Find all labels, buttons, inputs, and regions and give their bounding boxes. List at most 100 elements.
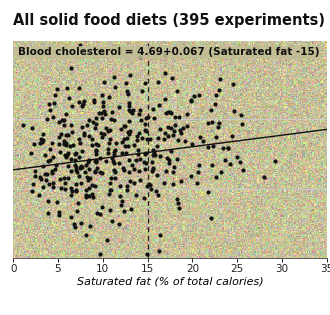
Point: [210, 144, 215, 149]
Point: [79, 180, 84, 185]
Point: [97, 155, 102, 160]
Point: [148, 187, 153, 192]
Point: [99, 115, 105, 120]
Point: [93, 122, 98, 127]
Point: [152, 151, 157, 156]
Point: [228, 162, 233, 167]
Point: [80, 103, 85, 108]
Point: [106, 151, 111, 156]
Point: [97, 212, 103, 217]
Point: [143, 152, 148, 157]
Point: [80, 164, 85, 169]
Point: [29, 125, 35, 130]
Point: [43, 171, 48, 176]
Point: [181, 125, 186, 130]
Point: [46, 159, 51, 164]
Point: [104, 238, 110, 243]
Text: Blood cholesterol = 4.69+0.067 (Saturated fat -15): Blood cholesterol = 4.69+0.067 (Saturate…: [18, 48, 319, 57]
Point: [170, 170, 176, 175]
Point: [106, 141, 111, 146]
Point: [166, 133, 171, 138]
Point: [80, 148, 85, 153]
Point: [171, 129, 176, 134]
Point: [171, 165, 177, 170]
Point: [176, 138, 181, 143]
Point: [155, 80, 160, 85]
Point: [89, 191, 94, 196]
Point: [150, 165, 155, 170]
Point: [138, 156, 143, 161]
Point: [89, 142, 95, 147]
Point: [56, 209, 61, 214]
Point: [128, 72, 133, 77]
Point: [133, 193, 139, 198]
Point: [112, 169, 117, 175]
Point: [230, 81, 235, 86]
Point: [63, 112, 69, 117]
Point: [209, 119, 214, 124]
Point: [29, 189, 34, 194]
Point: [138, 107, 143, 112]
Point: [107, 137, 112, 142]
Point: [196, 163, 201, 168]
Point: [50, 115, 55, 120]
Point: [126, 108, 131, 113]
Point: [261, 175, 266, 180]
Point: [92, 168, 97, 173]
Point: [189, 98, 194, 103]
Point: [184, 124, 189, 129]
Point: [121, 168, 127, 173]
Point: [137, 168, 142, 173]
Point: [63, 186, 68, 191]
Point: [75, 170, 80, 175]
Point: [96, 110, 102, 115]
Point: [100, 134, 105, 139]
Point: [161, 137, 167, 142]
Point: [101, 80, 107, 85]
Point: [194, 180, 200, 186]
Point: [46, 210, 51, 215]
Point: [97, 170, 103, 175]
Point: [112, 150, 117, 155]
Point: [64, 155, 69, 160]
Point: [112, 85, 117, 90]
Point: [107, 128, 113, 133]
Point: [61, 139, 66, 144]
Point: [158, 232, 163, 237]
Point: [150, 106, 156, 112]
Point: [112, 168, 117, 173]
Point: [135, 133, 140, 138]
Point: [235, 155, 240, 160]
Point: [109, 187, 114, 192]
Point: [50, 140, 55, 146]
Point: [163, 110, 168, 115]
Point: [50, 155, 55, 160]
Point: [73, 225, 78, 230]
Point: [128, 207, 133, 212]
Point: [55, 87, 60, 92]
Point: [81, 101, 86, 106]
Point: [28, 151, 34, 156]
Point: [131, 181, 137, 186]
Point: [210, 162, 215, 167]
Point: [150, 159, 155, 164]
Point: [201, 138, 206, 143]
Point: [122, 124, 127, 129]
Point: [156, 102, 161, 107]
Point: [91, 100, 96, 105]
Point: [126, 104, 131, 109]
Point: [127, 132, 132, 137]
Point: [134, 158, 139, 163]
Point: [92, 158, 97, 163]
Point: [184, 111, 189, 116]
Point: [124, 89, 129, 94]
Point: [156, 249, 162, 254]
Point: [166, 160, 172, 165]
Point: [226, 145, 231, 150]
Point: [125, 92, 130, 97]
Point: [81, 132, 86, 137]
Point: [147, 137, 152, 142]
Point: [109, 117, 114, 122]
Point: [98, 251, 103, 256]
Point: [154, 173, 160, 178]
